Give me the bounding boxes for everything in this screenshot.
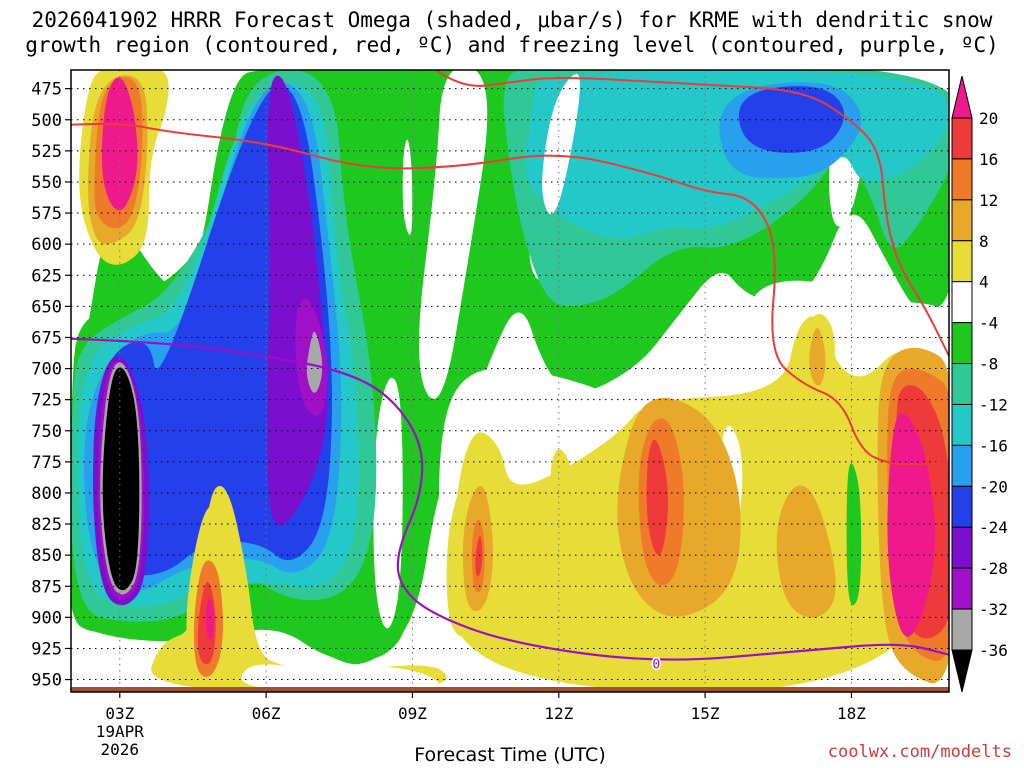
colorbar-label: 16 [979, 150, 998, 169]
colorbar-bin [951, 403, 973, 446]
y-tick-label: 925 [31, 639, 62, 659]
pink-05Z [205, 597, 215, 640]
x-axis-title-text: Forecast Time (UTC) [414, 744, 606, 766]
colorbar-bin [951, 281, 973, 324]
contours: 0 [71, 70, 949, 674]
y-tick-label: 650 [31, 297, 62, 317]
colorbar-label: -16 [979, 436, 1008, 455]
y-tick-label: 550 [31, 173, 62, 193]
white-lower-mid [438, 368, 623, 589]
y-tick-label: 500 [31, 111, 62, 131]
gray-07Z [306, 331, 323, 393]
y-tick-label: 525 [31, 142, 62, 162]
y-tick-label: 750 [31, 422, 62, 442]
white-streak-08Z [402, 139, 413, 235]
grid [71, 70, 949, 692]
x-tick-label: 09Z [398, 704, 427, 723]
colorbar-bin [951, 608, 973, 651]
y-tick-label: 850 [31, 546, 62, 566]
colorbar-label: -20 [979, 477, 1008, 496]
colorbar-label: -8 [979, 355, 998, 374]
y-tick-label: 800 [31, 484, 62, 504]
dgz-upper-contour [71, 122, 949, 466]
y-tick-label: 575 [31, 204, 62, 224]
colorbar-bin [951, 567, 973, 610]
colorbar-label: -28 [979, 559, 1008, 578]
y-tick-label: 875 [31, 577, 62, 597]
colorbar-bin [951, 75, 973, 119]
x-tick-label: 06Z [252, 704, 281, 723]
y-axis: 475 500 525 550 575 600 625 650 675 700 725 750 775 8… [31, 80, 71, 691]
x-tick-year: 2026 [101, 740, 140, 759]
chart-title: 2026041902 HRRR Forecast Omega (shaded, … [0, 8, 1024, 58]
colorbar-bin [951, 240, 973, 283]
colorbar-bin [951, 526, 973, 569]
freezing-level-label: 0 [652, 657, 660, 672]
red-10Z [475, 536, 483, 577]
freezing-level-contour [71, 337, 949, 661]
x-tick-label: 15Z [691, 704, 720, 723]
dgz-lower-contour [433, 70, 949, 357]
x-axis-title: Forecast Time (UTC) [0, 744, 1024, 766]
colorbar-label: -12 [979, 395, 1008, 414]
colorbar-bin [951, 117, 973, 160]
gold-16-17Z-lobe [776, 485, 836, 618]
white-streak-12Z-b [542, 73, 580, 215]
plot-frame [70, 69, 950, 693]
y-tick-label: 625 [31, 266, 62, 286]
x-tick-date: 19APR [96, 722, 145, 741]
y-tick-label: 775 [31, 453, 62, 473]
omega-shading [71, 70, 949, 692]
green-18Z-column [846, 463, 862, 606]
colorbar-bin [951, 199, 973, 242]
x-tick-label: 03Z [105, 704, 134, 723]
y-tick-label: 675 [31, 328, 62, 348]
colorbar-label: -24 [979, 518, 1008, 537]
colorbar-label: -32 [979, 600, 1008, 619]
chart-title-line1: 2026041902 HRRR Forecast Omega (shaded, … [31, 8, 993, 32]
white-near-sfc [241, 664, 440, 692]
pink-19Z [887, 413, 936, 637]
colorbar-bin [951, 444, 973, 487]
y-tick-label: 950 [31, 671, 62, 691]
colorbar: 20 16 12 8 4 -4 -8 -12 -16 -20 -24 -28 -32 -36 [951, 75, 1008, 693]
colorbar-bin [951, 485, 973, 528]
pink-upper-left [101, 77, 138, 211]
ground-strip [71, 687, 949, 692]
red-14Z [646, 439, 669, 556]
y-tick-label: 475 [31, 80, 62, 100]
colorbar-label: 4 [979, 273, 989, 292]
yellow-12Z-spot [550, 449, 572, 516]
colorbar-label: -4 [979, 314, 998, 333]
y-tick-label: 725 [31, 391, 62, 411]
colorbar-bin [951, 158, 973, 201]
colorbar-bin [951, 363, 973, 405]
y-tick-label: 700 [31, 360, 62, 380]
colorbar-bin [951, 649, 973, 693]
white-wedge-08Z [373, 377, 403, 629]
colorbar-label: -36 [979, 641, 1008, 660]
gold-17Z-lobe [809, 328, 826, 386]
y-tick-label: 825 [31, 515, 62, 535]
colorbar-label: 20 [979, 109, 998, 128]
y-tick-label: 900 [31, 608, 62, 628]
colorbar-label: 12 [979, 191, 998, 210]
watermark: coolwx.com/modelts [827, 742, 1012, 762]
y-tick-label: 600 [31, 235, 62, 255]
x-tick-label: 18Z [837, 704, 866, 723]
chart-title-line2: growth region (contoured, red, ºC) and f… [25, 33, 999, 57]
colorbar-bin [951, 322, 973, 365]
x-tick-label: 12Z [544, 704, 573, 723]
black-03Z [102, 367, 140, 591]
white-streak-10Z [419, 70, 488, 399]
colorbar-label: 8 [979, 232, 989, 251]
